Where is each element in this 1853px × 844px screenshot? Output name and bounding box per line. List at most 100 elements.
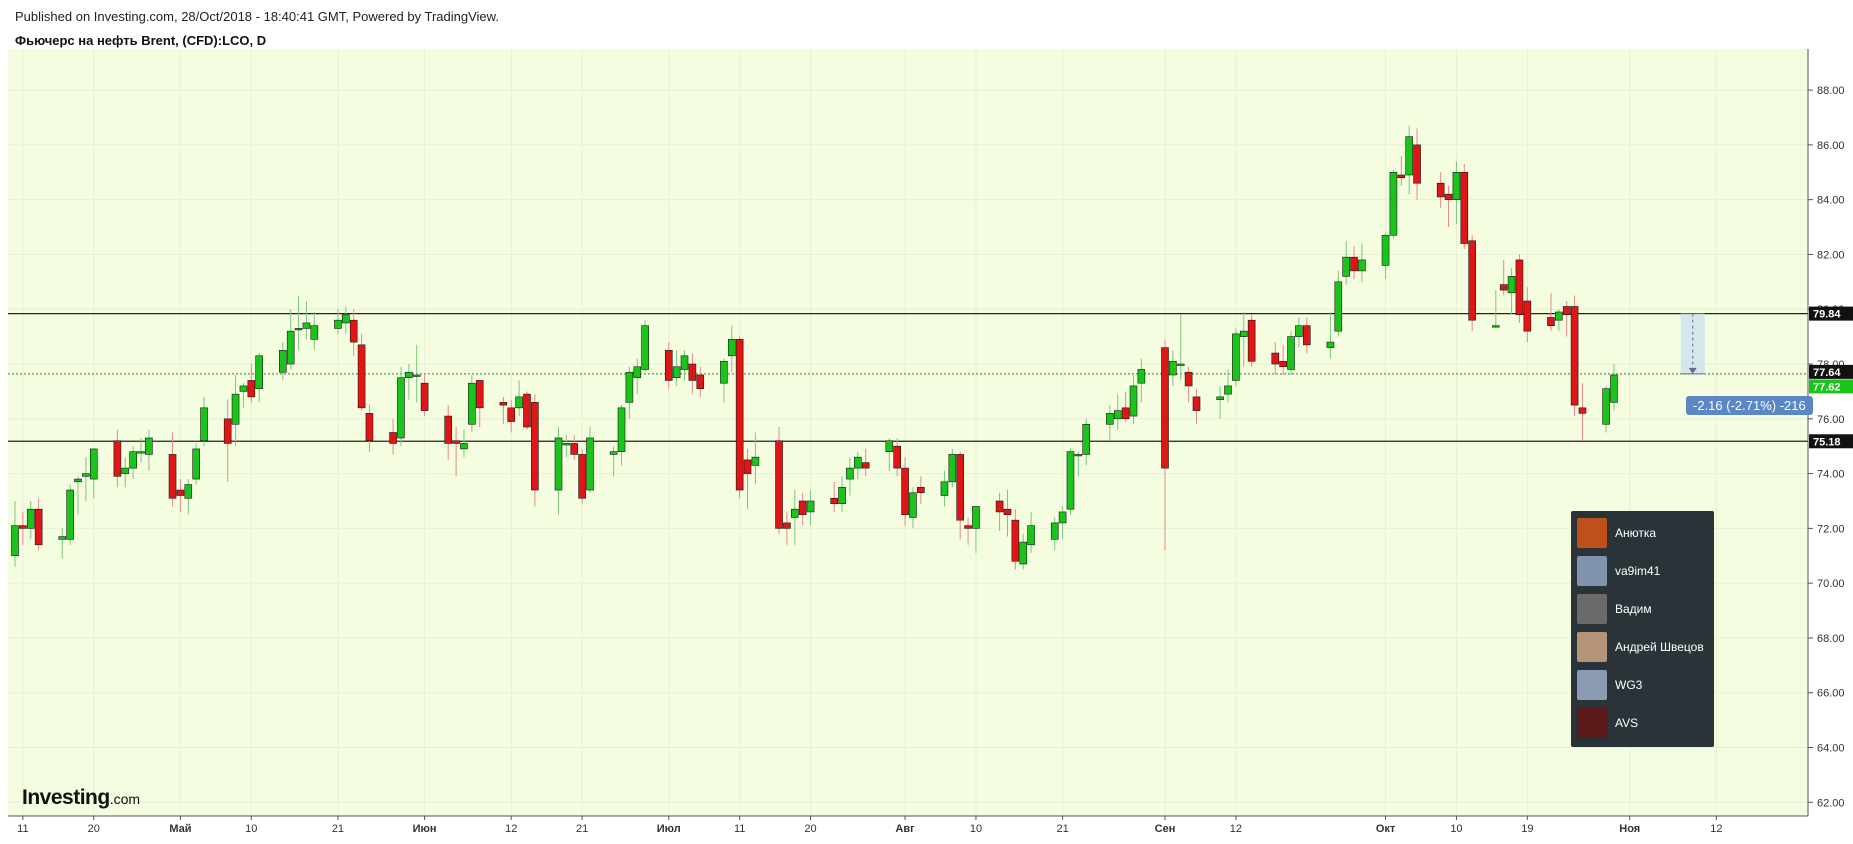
avatar bbox=[1577, 708, 1607, 738]
candle bbox=[901, 457, 909, 526]
candle bbox=[727, 325, 736, 373]
x-tick-label: 21 bbox=[576, 823, 588, 835]
candle-body bbox=[184, 484, 193, 499]
candle-body bbox=[507, 407, 516, 422]
candle bbox=[239, 383, 248, 408]
candle bbox=[664, 342, 673, 389]
x-tick-label: Июл bbox=[657, 823, 681, 835]
legend-item[interactable]: Андрей Швецов bbox=[1577, 631, 1711, 663]
candle bbox=[1137, 358, 1146, 403]
candle-body bbox=[444, 415, 453, 444]
candle bbox=[1239, 311, 1248, 367]
candle bbox=[444, 405, 453, 460]
candle-body bbox=[790, 508, 799, 518]
candle-body bbox=[11, 525, 19, 557]
candle bbox=[523, 391, 531, 430]
candle-body bbox=[893, 445, 901, 469]
candle-body bbox=[58, 536, 67, 540]
candle-body bbox=[948, 454, 957, 483]
legend-item[interactable]: Анютка bbox=[1577, 517, 1711, 549]
horizontal-levels[interactable] bbox=[8, 312, 1808, 442]
candle-body bbox=[294, 328, 303, 331]
candle bbox=[1106, 405, 1114, 441]
legend-item[interactable]: Вадим bbox=[1577, 593, 1711, 625]
candle bbox=[940, 470, 949, 507]
candle-body bbox=[554, 437, 563, 491]
candle bbox=[1169, 350, 1177, 386]
candle bbox=[893, 437, 901, 477]
candle bbox=[1555, 309, 1563, 332]
y-tick-label: 62.00 bbox=[1817, 797, 1845, 809]
x-tick-label: 21 bbox=[1056, 823, 1068, 835]
candle bbox=[1547, 292, 1555, 332]
x-tick-label: 11 bbox=[734, 823, 745, 835]
candle-body bbox=[420, 382, 429, 411]
candle-body bbox=[727, 339, 736, 357]
candle bbox=[1232, 328, 1240, 386]
candle bbox=[672, 350, 681, 386]
candle bbox=[1413, 128, 1421, 200]
candle bbox=[1184, 366, 1193, 403]
candle-body bbox=[972, 506, 980, 529]
investing-logo[interactable]: Investing.com bbox=[22, 786, 140, 810]
plot-background bbox=[8, 49, 1808, 816]
candle bbox=[82, 457, 90, 501]
candle-body bbox=[247, 380, 256, 398]
candle bbox=[1066, 448, 1075, 515]
candle-body bbox=[633, 366, 642, 379]
candle bbox=[909, 487, 917, 529]
candle-body bbox=[1295, 325, 1303, 337]
candle-body bbox=[1452, 171, 1461, 200]
legend-item[interactable]: va9im41 bbox=[1577, 555, 1711, 587]
candle bbox=[1562, 301, 1571, 337]
candle-body bbox=[1326, 341, 1335, 348]
candle-body bbox=[1082, 423, 1091, 455]
candle bbox=[1019, 533, 1028, 570]
candle-body bbox=[499, 402, 508, 406]
y-tick-label: 70.00 bbox=[1817, 578, 1845, 590]
candle bbox=[310, 311, 319, 351]
candle-body bbox=[1058, 511, 1067, 524]
candle bbox=[145, 429, 153, 471]
x-tick-label: 12 bbox=[1710, 823, 1722, 835]
candle bbox=[334, 309, 342, 334]
y-tick-label: 86.00 bbox=[1817, 140, 1845, 152]
candle-body bbox=[1302, 325, 1311, 346]
x-tick-label: 12 bbox=[1230, 823, 1242, 835]
x-tick-label: 20 bbox=[88, 823, 100, 835]
candle bbox=[751, 432, 760, 485]
candle-body bbox=[1436, 182, 1445, 198]
candle bbox=[1460, 164, 1469, 249]
legend-item[interactable]: AVS bbox=[1577, 707, 1711, 739]
y-tick-label: 76.00 bbox=[1817, 414, 1845, 426]
candles bbox=[11, 125, 1618, 570]
candle-body bbox=[1121, 407, 1130, 420]
avatar bbox=[1577, 518, 1607, 548]
published-note: Published on Investing.com, 28/Oct/2018 … bbox=[15, 9, 499, 24]
candle-body bbox=[1003, 508, 1012, 515]
y-axis[interactable]: 62.00 64.00 66.00 68.00 70.00 72.00 74.00 76.00… bbox=[1808, 85, 1845, 809]
legend-item[interactable]: WG3 bbox=[1577, 669, 1711, 701]
candle bbox=[365, 405, 374, 452]
x-axis[interactable]: 11 20 Май 10 21 Июн 12 21 Июл 11 20 Авг 10 21 Сен 12 Окт… bbox=[17, 816, 1722, 835]
candle-body bbox=[145, 437, 153, 455]
candle-body bbox=[1169, 360, 1177, 376]
candle-body bbox=[523, 393, 531, 428]
candle bbox=[129, 446, 137, 480]
candle-body bbox=[1232, 333, 1240, 381]
candle-body bbox=[1176, 363, 1185, 366]
candle bbox=[1492, 290, 1500, 329]
candle-body bbox=[1523, 300, 1532, 332]
candle bbox=[586, 427, 594, 493]
candle-body bbox=[255, 355, 263, 389]
candle-body bbox=[964, 525, 972, 529]
candle bbox=[1027, 511, 1035, 554]
candle bbox=[1358, 243, 1366, 282]
candle-body bbox=[1515, 259, 1524, 316]
candle-body bbox=[743, 459, 752, 474]
candle bbox=[1515, 254, 1524, 323]
candle bbox=[279, 342, 287, 381]
candle-body bbox=[176, 489, 185, 496]
price-range-measure[interactable] bbox=[1680, 313, 1705, 375]
